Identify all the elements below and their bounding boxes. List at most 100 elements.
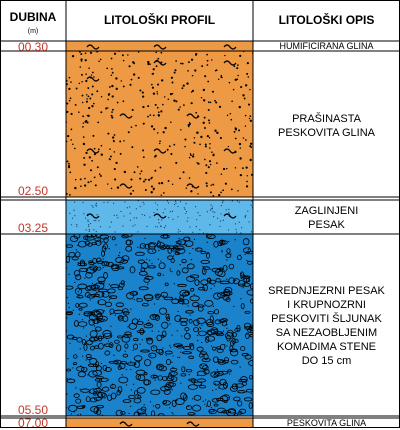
sand-dot [214, 211, 216, 213]
gravel-clast [189, 343, 194, 347]
sand-dot [188, 335, 190, 337]
gravel-clast [93, 396, 102, 401]
sand-dot [129, 192, 132, 195]
sand-dot [80, 53, 83, 56]
sand-dot [75, 387, 77, 389]
gravel-clast [218, 319, 226, 323]
sand-dot [107, 183, 109, 185]
sand-dot [139, 343, 141, 345]
gravel-clast [218, 267, 224, 271]
sand-dot [182, 84, 185, 87]
sand-dot [68, 87, 71, 90]
sand-dot [234, 383, 237, 385]
gravel-clast [222, 265, 228, 272]
desc-layer-2: PRAŠINASTA PESKOVITA GLINA [278, 113, 375, 139]
sand-dot [92, 134, 95, 137]
sand-dot [149, 63, 151, 65]
sand-dot [209, 101, 212, 104]
sand-dot [152, 92, 156, 95]
sand-dot [133, 171, 136, 174]
sand-dot [115, 161, 118, 165]
sand-dot [196, 334, 198, 337]
sand-dot [108, 158, 111, 160]
gravel-clast [209, 279, 216, 285]
gravel-clast [69, 235, 79, 242]
sand-dot [185, 211, 188, 213]
sand-dot [211, 389, 214, 391]
sand-dot [110, 325, 112, 327]
gravel-clast [158, 262, 166, 270]
sand-dot [107, 201, 109, 203]
sand-dot [186, 82, 189, 85]
sand-dot [203, 272, 205, 274]
sand-dot [150, 125, 154, 128]
sand-dot [74, 178, 77, 181]
gravel-clast [87, 363, 98, 367]
gravel-clast [147, 265, 156, 269]
sand-dot [68, 76, 71, 79]
sand-dot [233, 305, 235, 308]
sand-dot [160, 61, 163, 64]
sand-dot [246, 333, 248, 335]
layer-sandy-clay-bottom [66, 418, 253, 428]
sand-dot [77, 244, 79, 246]
sand-dot [121, 374, 123, 376]
sand-dot [120, 210, 122, 213]
sand-dot [84, 120, 87, 123]
sand-dot [110, 398, 112, 401]
sand-dot [194, 69, 197, 72]
sand-dot [199, 214, 201, 217]
sand-dot [221, 251, 223, 253]
sand-dot [246, 259, 248, 262]
sand-dot [88, 320, 90, 322]
sand-dot [167, 202, 170, 204]
sand-dot [177, 310, 179, 313]
sand-dot [171, 92, 174, 95]
desc-layer-4: SREDNJEZRNI PESAK I KRUPNOZRNI PESKOVITI… [268, 285, 385, 367]
sand-dot [216, 131, 219, 135]
sand-dot [85, 79, 88, 83]
sand-dot [70, 81, 72, 83]
gravel-clast [204, 300, 214, 307]
sand-dot [172, 355, 174, 357]
sand-dot [226, 327, 228, 329]
sand-dot [192, 247, 194, 250]
depth-label-3: 05.50 [18, 403, 49, 417]
gravel-clast [140, 267, 146, 272]
gravel-clast [155, 348, 163, 354]
sand-dot [201, 324, 203, 326]
sand-dot [130, 78, 133, 81]
sand-dot [172, 366, 174, 368]
gravel-clast [133, 397, 142, 404]
sand-dot [200, 341, 203, 344]
sand-dot [73, 363, 75, 365]
gravel-clast [81, 339, 87, 346]
gravel-clast [242, 238, 250, 246]
sand-dot [167, 98, 170, 101]
sand-dot [115, 244, 117, 246]
gravel-clast [206, 335, 216, 342]
sand-dot [232, 343, 234, 345]
gravel-clast [162, 400, 167, 404]
sand-dot [69, 171, 72, 174]
sand-dot [142, 122, 145, 125]
gravel-clast [189, 274, 200, 279]
sand-dot [160, 110, 163, 113]
sand-dot [174, 69, 177, 72]
sand-dot [184, 138, 187, 141]
sand-dot [220, 213, 222, 215]
gravel-clast [94, 237, 101, 242]
gravel-clast [78, 307, 83, 311]
sand-dot [95, 219, 97, 222]
sand-dot [238, 105, 241, 109]
gravel-clast [149, 313, 159, 320]
sand-dot [177, 108, 180, 111]
gravel-clast [66, 285, 74, 290]
sand-dot [111, 383, 114, 385]
gravel-clast [212, 356, 219, 363]
gravel-clast [245, 278, 251, 283]
sand-dot [116, 101, 119, 104]
sand-dot [155, 225, 157, 228]
sand-dot [109, 236, 111, 238]
sand-dot [210, 412, 212, 415]
